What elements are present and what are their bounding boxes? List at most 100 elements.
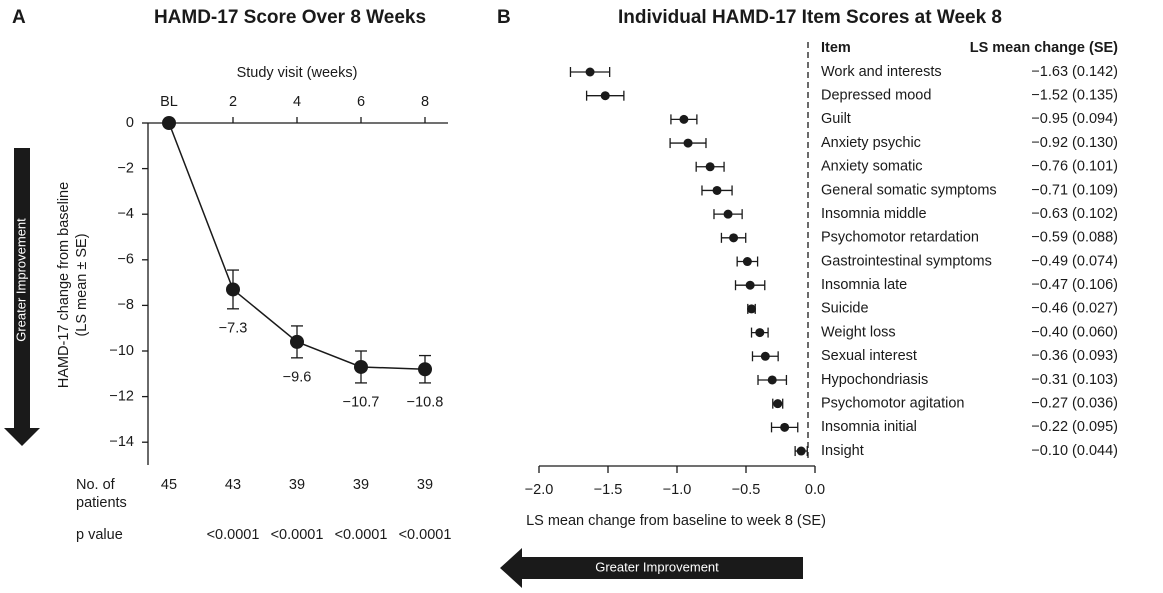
item-label: Depressed mood (821, 88, 931, 104)
x-tick-label: BL (160, 94, 178, 110)
value-label: −0.63 (0.102) (1031, 206, 1118, 222)
point (729, 233, 739, 243)
point (354, 359, 368, 374)
chart-title: HAMD-17 Score Over 8 Weeks (154, 7, 426, 28)
item-label: Insomnia late (821, 277, 907, 293)
value-label: −0.71 (0.109) (1031, 182, 1118, 198)
item-label: Insomnia middle (821, 206, 927, 222)
point (723, 209, 733, 219)
item-label: Psychomotor retardation (821, 230, 979, 246)
table-cell: 39 (353, 477, 369, 493)
point (742, 257, 752, 267)
value-label: −0.27 (0.036) (1031, 395, 1118, 411)
point (773, 399, 783, 409)
point (290, 334, 304, 349)
point (780, 422, 790, 432)
item-label: Insomnia initial (821, 419, 917, 435)
arrow (500, 548, 803, 588)
point (226, 282, 240, 297)
value-label: −1.52 (0.135) (1031, 88, 1118, 104)
x-tick-label: −2.0 (525, 482, 554, 498)
item-label: Hypochondriasis (821, 372, 928, 388)
item-label: Psychomotor agitation (821, 395, 964, 411)
value-label: −10.7 (343, 395, 380, 411)
value-label: −0.36 (0.093) (1031, 348, 1118, 364)
row-label: No. of (76, 477, 116, 493)
y-tick-label: −8 (117, 297, 134, 313)
table-cell: 45 (161, 477, 177, 493)
value-label: −0.49 (0.074) (1031, 253, 1118, 269)
y-tick-label: −6 (117, 252, 134, 268)
column-header: LS mean change (SE) (970, 40, 1118, 56)
item-label: Suicide (821, 301, 869, 317)
chart-title: Individual HAMD-17 Item Scores at Week 8 (618, 7, 1002, 28)
table-cell: <0.0001 (207, 527, 260, 543)
y-tick-label: −14 (109, 434, 134, 450)
point (796, 446, 806, 456)
item-label: Anxiety psychic (821, 135, 921, 151)
item-label: General somatic symptoms (821, 182, 997, 198)
value-label: −0.47 (0.106) (1031, 277, 1118, 293)
value-label: −0.92 (0.130) (1031, 135, 1118, 151)
value-label: −1.63 (0.142) (1031, 64, 1118, 80)
value-label: −0.59 (0.088) (1031, 230, 1118, 246)
table-cell: <0.0001 (271, 527, 324, 543)
arrow (4, 148, 40, 446)
item-label: Work and interests (821, 64, 942, 80)
x-tick-label: 4 (293, 94, 301, 110)
item-label: Guilt (821, 111, 851, 127)
table-cell: 43 (225, 477, 241, 493)
value-label: −0.31 (0.103) (1031, 372, 1118, 388)
table-cell: <0.0001 (335, 527, 388, 543)
value-label: −0.95 (0.094) (1031, 111, 1118, 127)
y-tick-label: −12 (109, 388, 134, 404)
x-tick-label: 2 (229, 94, 237, 110)
x-tick-label: 8 (421, 94, 429, 110)
panel-label: A (12, 7, 26, 28)
annotation: Greater Improvement (595, 559, 719, 574)
y-axis-label: HAMD-17 change from baseline (56, 182, 72, 388)
point (600, 91, 610, 101)
table-cell: 39 (417, 477, 433, 493)
point (760, 351, 770, 361)
y-tick-label: 0 (126, 115, 134, 131)
row-label: patients (76, 495, 127, 511)
item-label: Gastrointestinal symptoms (821, 253, 992, 269)
value-label: −0.22 (0.095) (1031, 419, 1118, 435)
x-tick-label: 6 (357, 94, 365, 110)
y-axis-label: (LS mean ± SE) (74, 233, 90, 336)
x-tick-label: 0.0 (805, 482, 825, 498)
table-cell: 39 (289, 477, 305, 493)
point (705, 162, 715, 172)
annotation: Greater Improvement (13, 218, 28, 342)
value-label: −7.3 (219, 321, 248, 337)
point (679, 114, 689, 124)
value-label: −0.76 (0.101) (1031, 159, 1118, 175)
panel-label: B (497, 7, 511, 28)
point (683, 138, 693, 148)
y-tick-label: −4 (117, 206, 134, 222)
point (418, 362, 432, 377)
item-label: Sexual interest (821, 348, 917, 364)
y-tick-label: −2 (117, 160, 134, 176)
point (755, 328, 765, 338)
item-label: Weight loss (821, 324, 896, 340)
item-label: Anxiety somatic (821, 159, 923, 175)
point (745, 280, 755, 290)
value-label: −10.8 (407, 395, 444, 411)
value-label: −9.6 (283, 370, 312, 386)
x-axis-label: LS mean change from baseline to week 8 (… (526, 513, 826, 529)
point (767, 375, 777, 385)
point (712, 185, 722, 195)
table-cell: <0.0001 (399, 527, 452, 543)
value-label: −0.46 (0.027) (1031, 301, 1118, 317)
item-label: Insight (821, 443, 864, 459)
y-tick-label: −10 (109, 343, 134, 359)
point (162, 116, 176, 130)
x-tick-label: −0.5 (732, 482, 761, 498)
x-tick-label: −1.0 (663, 482, 692, 498)
row-label: p value (76, 527, 123, 543)
point (585, 67, 595, 77)
x-axis-label: Study visit (weeks) (237, 65, 358, 81)
